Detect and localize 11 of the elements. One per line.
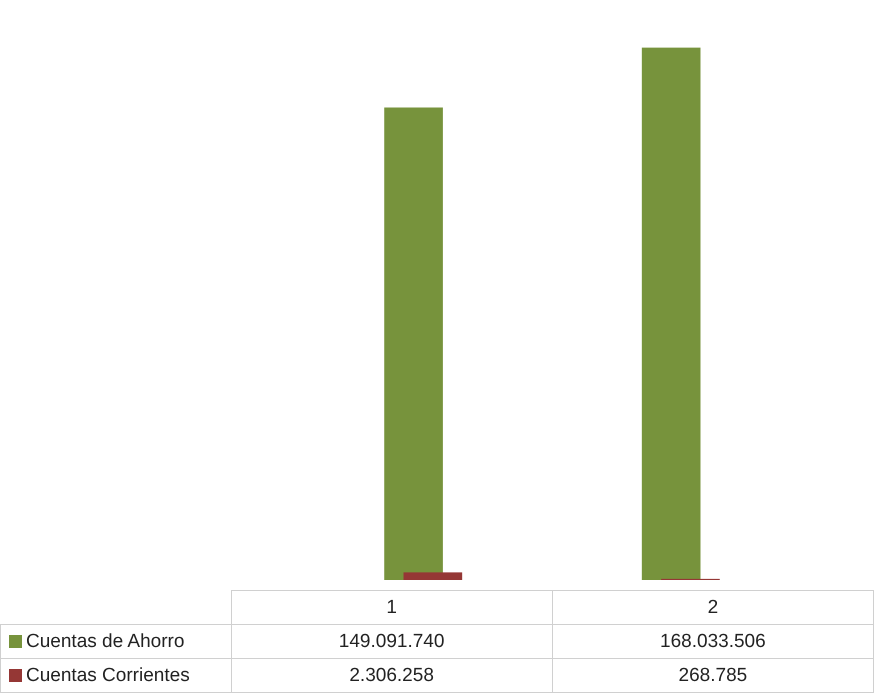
legend-label: Cuentas de Ahorro (0, 624, 231, 658)
bar (384, 108, 443, 580)
data-label: 168.033.506 (552, 624, 874, 658)
data-label: 268.785 (552, 658, 874, 692)
legend-label: Cuentas Corrientes (0, 658, 231, 692)
bar (404, 572, 462, 580)
x-tick-label: 1 (231, 590, 552, 624)
data-label: 2.306.258 (231, 658, 552, 692)
x-tick-label: 2 (552, 590, 874, 624)
data-label: 149.091.740 (231, 624, 552, 658)
bar (642, 48, 700, 580)
